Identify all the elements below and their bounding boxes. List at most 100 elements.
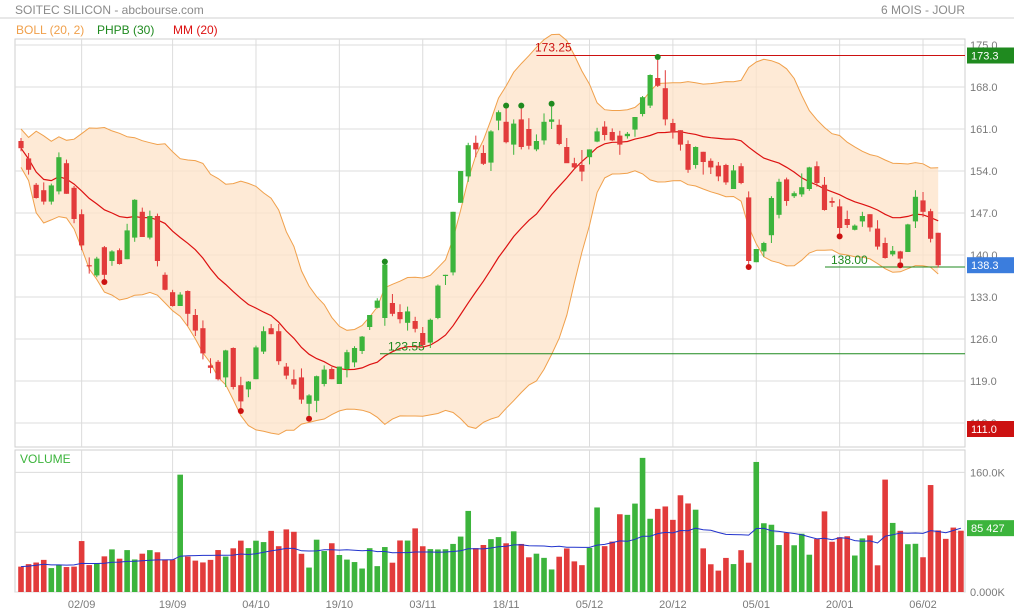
volume-bar bbox=[776, 545, 782, 592]
volume-bar bbox=[131, 559, 138, 592]
volume-bar bbox=[829, 541, 835, 592]
period-label[interactable]: 6 MOIS - JOUR bbox=[881, 3, 965, 17]
recent-low-label: 138.00 bbox=[831, 253, 868, 267]
candle-body bbox=[624, 133, 630, 137]
candle-body bbox=[511, 123, 517, 145]
volume-bar bbox=[556, 556, 562, 592]
volume-bar bbox=[245, 548, 252, 592]
moving-average-line bbox=[20, 131, 939, 371]
volume-bar bbox=[162, 559, 168, 592]
volume-bar bbox=[33, 562, 39, 592]
volume-tick-label: 0.000K bbox=[970, 587, 1006, 599]
candle-body bbox=[746, 197, 752, 261]
candle-body bbox=[321, 369, 327, 384]
candle-body bbox=[928, 211, 934, 239]
volume-bar bbox=[63, 567, 70, 592]
volume-bar bbox=[563, 548, 570, 592]
volume-bar bbox=[541, 557, 547, 592]
candle-body bbox=[776, 181, 782, 215]
candle-body bbox=[435, 285, 441, 318]
volume-ma-line bbox=[20, 527, 962, 568]
date-tick-label: 20/12 bbox=[659, 599, 687, 611]
candle-body bbox=[147, 216, 153, 238]
volume-bar bbox=[154, 552, 161, 592]
pivot-low-dot bbox=[897, 262, 904, 269]
volume-bar bbox=[889, 522, 896, 592]
volume-bar bbox=[624, 514, 631, 592]
volume-bar bbox=[958, 530, 964, 592]
candle-body bbox=[586, 149, 593, 158]
volume-bar bbox=[783, 532, 790, 592]
volume-bar bbox=[738, 550, 744, 592]
volume-bar bbox=[18, 566, 24, 592]
price-tick-label: 126.0 bbox=[970, 334, 998, 346]
volume-bar bbox=[298, 553, 305, 592]
price-tick-label: 168.0 bbox=[970, 82, 998, 94]
volume-bar bbox=[927, 485, 934, 592]
candle-body bbox=[829, 201, 835, 203]
volume-bar bbox=[192, 560, 199, 592]
bollinger-band-area bbox=[21, 34, 939, 435]
date-tick-label: 04/10 bbox=[242, 599, 270, 611]
candle-body bbox=[905, 224, 911, 252]
candle-body bbox=[351, 348, 358, 363]
legend-phpb: PHPB (30) bbox=[97, 23, 154, 37]
volume-bar bbox=[639, 457, 646, 592]
candle-body bbox=[33, 184, 39, 198]
candle-body bbox=[397, 312, 403, 320]
candle-body bbox=[564, 147, 570, 164]
candle-body bbox=[458, 171, 464, 203]
volume-bar bbox=[253, 540, 259, 592]
candle-body bbox=[442, 274, 449, 276]
legend-mm: MM (20) bbox=[173, 23, 218, 37]
volume-bar bbox=[654, 508, 661, 592]
volume-bar bbox=[571, 561, 578, 592]
candle-body bbox=[48, 185, 54, 202]
volume-bar bbox=[617, 514, 623, 592]
volume-bar bbox=[427, 549, 434, 592]
volume-bar bbox=[268, 530, 274, 592]
volume-bar bbox=[25, 564, 32, 592]
volume-bar bbox=[465, 510, 472, 592]
volume-bar bbox=[579, 565, 585, 592]
volume-bar bbox=[169, 559, 176, 592]
candle-body bbox=[693, 147, 699, 165]
candle-body bbox=[412, 321, 418, 329]
volume-bar bbox=[594, 507, 600, 592]
candle-body bbox=[867, 214, 873, 228]
candle-body bbox=[571, 163, 577, 168]
candle-body bbox=[685, 144, 691, 170]
price-tick-label: 133.0 bbox=[970, 292, 998, 304]
candle-body bbox=[344, 352, 350, 369]
candle-body bbox=[260, 331, 267, 352]
volume-bar bbox=[442, 549, 449, 592]
candle-body bbox=[283, 366, 289, 376]
candle-body bbox=[314, 376, 320, 401]
candle-body bbox=[655, 78, 661, 86]
volume-bar bbox=[768, 524, 775, 592]
highest-badge-bg bbox=[967, 47, 1014, 64]
candle-body bbox=[859, 216, 865, 222]
volume-bar bbox=[419, 546, 426, 592]
candle-body bbox=[116, 250, 123, 264]
candle-body bbox=[541, 121, 547, 141]
lowest-badge: 111.0 bbox=[971, 424, 997, 436]
candle-body bbox=[897, 251, 903, 259]
volume-bar bbox=[283, 529, 290, 592]
candle-body bbox=[821, 184, 828, 210]
date-tick-label: 05/12 bbox=[576, 599, 604, 611]
candle-body bbox=[367, 315, 373, 327]
candle-body bbox=[238, 385, 244, 402]
candle-body bbox=[556, 124, 562, 144]
volume-bar bbox=[260, 542, 267, 592]
volume-bar bbox=[715, 570, 722, 592]
candle-body bbox=[230, 348, 236, 387]
candle-body bbox=[723, 165, 729, 183]
candle-body bbox=[382, 264, 388, 318]
volume-bar bbox=[723, 557, 729, 592]
volume-bar bbox=[291, 531, 297, 592]
candle-body bbox=[162, 274, 168, 290]
volume-bar bbox=[745, 562, 752, 592]
candle-body bbox=[806, 167, 812, 189]
highest-label: 173.25 bbox=[535, 41, 572, 55]
